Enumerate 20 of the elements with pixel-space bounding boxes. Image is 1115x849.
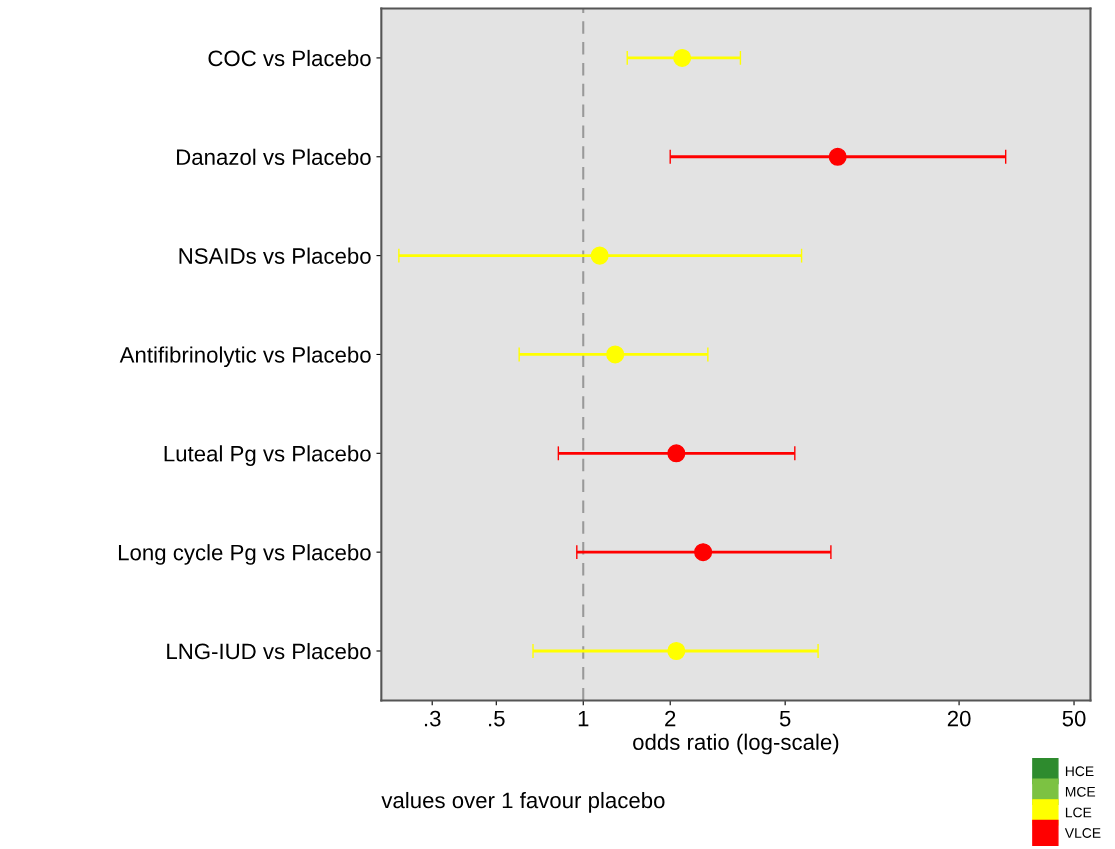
legend-label: HCE [1065,766,1094,777]
legend-label: MCE [1065,786,1096,797]
y-tick-label: Long cycle Pg vs Placebo [118,544,371,565]
x-tick-label: .3 [424,710,441,727]
x-tick-label: 20 [947,710,971,727]
y-tick-label: LNG-IUD vs Placebo [167,642,371,660]
legend-label: LCE [1065,807,1092,818]
x-tick-label: 1 [578,710,589,727]
y-tick-label: NSAIDs vs Placebo [179,247,371,264]
x-tick-label: 50 [1062,710,1086,727]
legend-label: VLCE [1064,828,1101,838]
y-tick-label: Antifibrinolytic vs Placebo [119,346,371,368]
y-tick-label: Danazol vs Placebo [177,148,371,166]
x-tick-label: .5 [489,710,505,727]
x-tick-label: 2 [665,710,676,727]
y-tick-label: Luteal Pg vs Placebo [164,445,371,466]
x-tick-label: 5 [779,710,791,727]
x-axis-title: odds ratio (log-scale) [633,733,839,755]
y-tick-label: COC vs Placebo [208,49,371,67]
text: values over 1 favour placebo [381,791,665,813]
